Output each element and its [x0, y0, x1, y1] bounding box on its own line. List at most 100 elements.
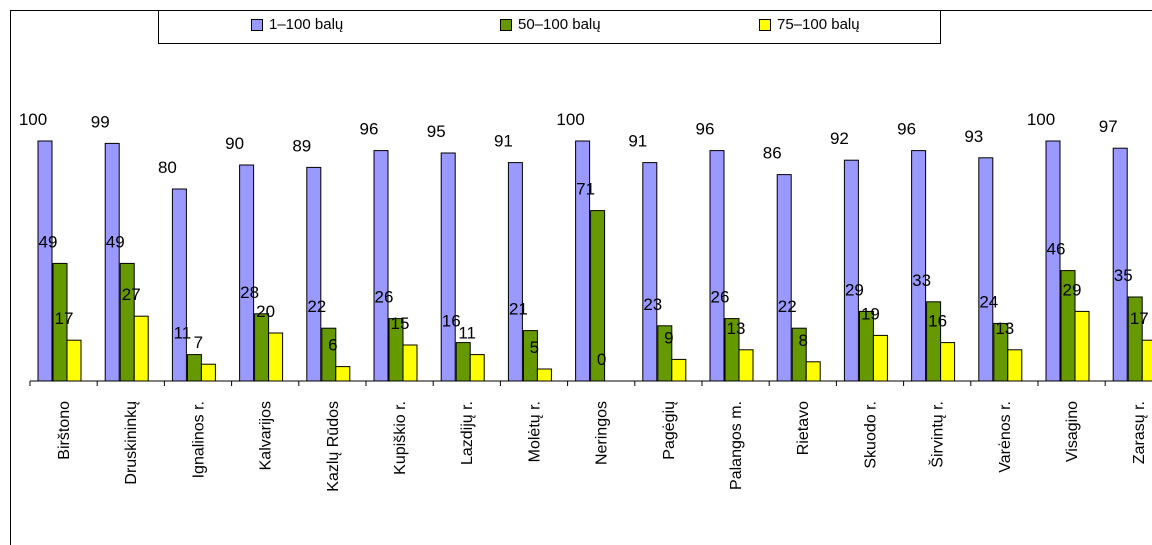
data-label-s3: 17	[55, 309, 74, 328]
bar-s1	[843, 159, 859, 382]
data-label-s3: 0	[597, 350, 606, 369]
legend-label-50-100: 50–100 balų	[518, 16, 601, 33]
data-label-s2: 22	[778, 297, 797, 316]
bar-s2	[926, 301, 942, 382]
category-label: Visagino	[1064, 401, 1081, 462]
data-label-s1: 99	[91, 112, 110, 131]
category-label: Skuodo r.	[862, 401, 879, 469]
bar-s3	[536, 368, 552, 382]
data-label-s2: 26	[375, 288, 394, 307]
data-label-s1: 89	[292, 136, 311, 155]
data-label-s2: 29	[845, 280, 864, 299]
bar-s1	[776, 174, 792, 382]
data-label-s2: 49	[39, 232, 58, 251]
data-label-s1: 96	[897, 120, 916, 139]
category-label: Kupiškio r.	[392, 401, 409, 475]
legend-label-1-100: 1–100 balų	[269, 16, 344, 33]
data-label-s1: 91	[494, 132, 513, 151]
legend-item-1-100: 1–100 balų	[251, 16, 343, 34]
category-label: Kazlų Rūdos	[325, 401, 342, 492]
category-label: Kalvarijos	[258, 401, 275, 470]
data-label-s3: 20	[256, 302, 275, 321]
bar-s1	[171, 188, 187, 382]
data-label-s2: 16	[442, 312, 461, 331]
bar-s2	[321, 327, 337, 382]
bar-s3	[940, 342, 956, 382]
data-label-s1: 100	[19, 110, 47, 129]
category-label: Varėnos r.	[997, 401, 1014, 473]
data-label-s2: 22	[307, 297, 326, 316]
category-label: Rietavo	[795, 401, 812, 455]
data-label-s1: 86	[763, 144, 782, 163]
data-label-s3: 9	[664, 328, 673, 347]
bar-s2	[186, 354, 202, 382]
category-label: Palangos m.	[728, 401, 745, 490]
legend-swatch-1-100	[251, 19, 263, 31]
data-label-s2: 28	[240, 283, 259, 302]
bar-s1	[575, 140, 591, 382]
bar-s2	[791, 327, 807, 382]
data-label-s2: 35	[1114, 266, 1133, 285]
bar-s3	[335, 366, 351, 382]
bar-s3	[1074, 310, 1090, 382]
category-label: Zarasų r.	[1131, 401, 1148, 464]
bar-s2	[590, 210, 606, 382]
category-label: Druskininkų	[123, 401, 140, 485]
data-label-s3: 13	[727, 319, 746, 338]
legend-swatch-75-100	[759, 19, 771, 31]
bar-s2	[119, 262, 135, 382]
bar-s1	[978, 157, 994, 382]
bar-s3	[469, 354, 485, 382]
bar-s3	[133, 315, 149, 382]
bar-s2	[52, 262, 68, 382]
legend-item-75-100: 75–100 balų	[759, 16, 860, 34]
data-label-s3: 17	[1130, 309, 1149, 328]
bar-s3	[738, 349, 754, 382]
bar-s1	[373, 150, 389, 382]
data-label-s1: 92	[830, 129, 849, 148]
data-label-s1: 100	[556, 110, 584, 129]
category-label: Pagėgių	[661, 401, 678, 460]
data-label-s3: 8	[798, 331, 807, 350]
bar-s1	[709, 150, 725, 382]
bar-s3	[66, 339, 82, 382]
data-label-s2: 26	[711, 288, 730, 307]
data-label-s1: 90	[225, 134, 244, 153]
category-label: Širvintų r.	[928, 401, 947, 468]
data-label-s2: 21	[509, 300, 528, 319]
data-label-s2: 23	[643, 295, 662, 314]
bar-s1	[1045, 140, 1061, 382]
category-label: Molėtų r.	[526, 401, 543, 462]
bar-s3	[805, 361, 821, 382]
bar-s3	[402, 344, 418, 382]
bar-s2	[254, 313, 270, 382]
data-label-s2: 11	[174, 324, 192, 343]
data-label-s1: 96	[696, 120, 715, 139]
bar-s3	[200, 363, 216, 382]
category-label: Birštono	[56, 401, 73, 460]
bar-s2	[657, 325, 673, 382]
data-label-s1: 80	[158, 158, 177, 177]
data-label-s1: 100	[1027, 110, 1055, 129]
data-label-s1: 91	[628, 132, 647, 151]
data-label-s2: 46	[1047, 240, 1066, 259]
data-label-s3: 16	[928, 312, 947, 331]
bar-s2	[522, 330, 538, 382]
bar-s1	[440, 152, 456, 382]
bar-s1	[239, 164, 255, 382]
category-label: Neringos	[594, 401, 611, 465]
bar-s2	[1127, 296, 1143, 382]
legend: 1–100 balų 50–100 balų 75–100 balų	[158, 10, 941, 44]
bar-s1	[911, 150, 927, 382]
category-label: Ignalinos r.	[190, 401, 207, 478]
data-label-s2: 49	[106, 232, 125, 251]
bar-s3	[671, 358, 687, 382]
data-label-s3: 7	[194, 333, 203, 352]
data-label-s1: 96	[360, 120, 379, 139]
data-label-s3: 27	[122, 285, 141, 304]
data-label-s2: 24	[979, 292, 998, 311]
category-label: Lazdijų r.	[459, 401, 476, 465]
legend-label-75-100: 75–100 balų	[777, 16, 860, 33]
bar-s1	[37, 140, 53, 382]
data-label-s1: 97	[1099, 117, 1118, 136]
